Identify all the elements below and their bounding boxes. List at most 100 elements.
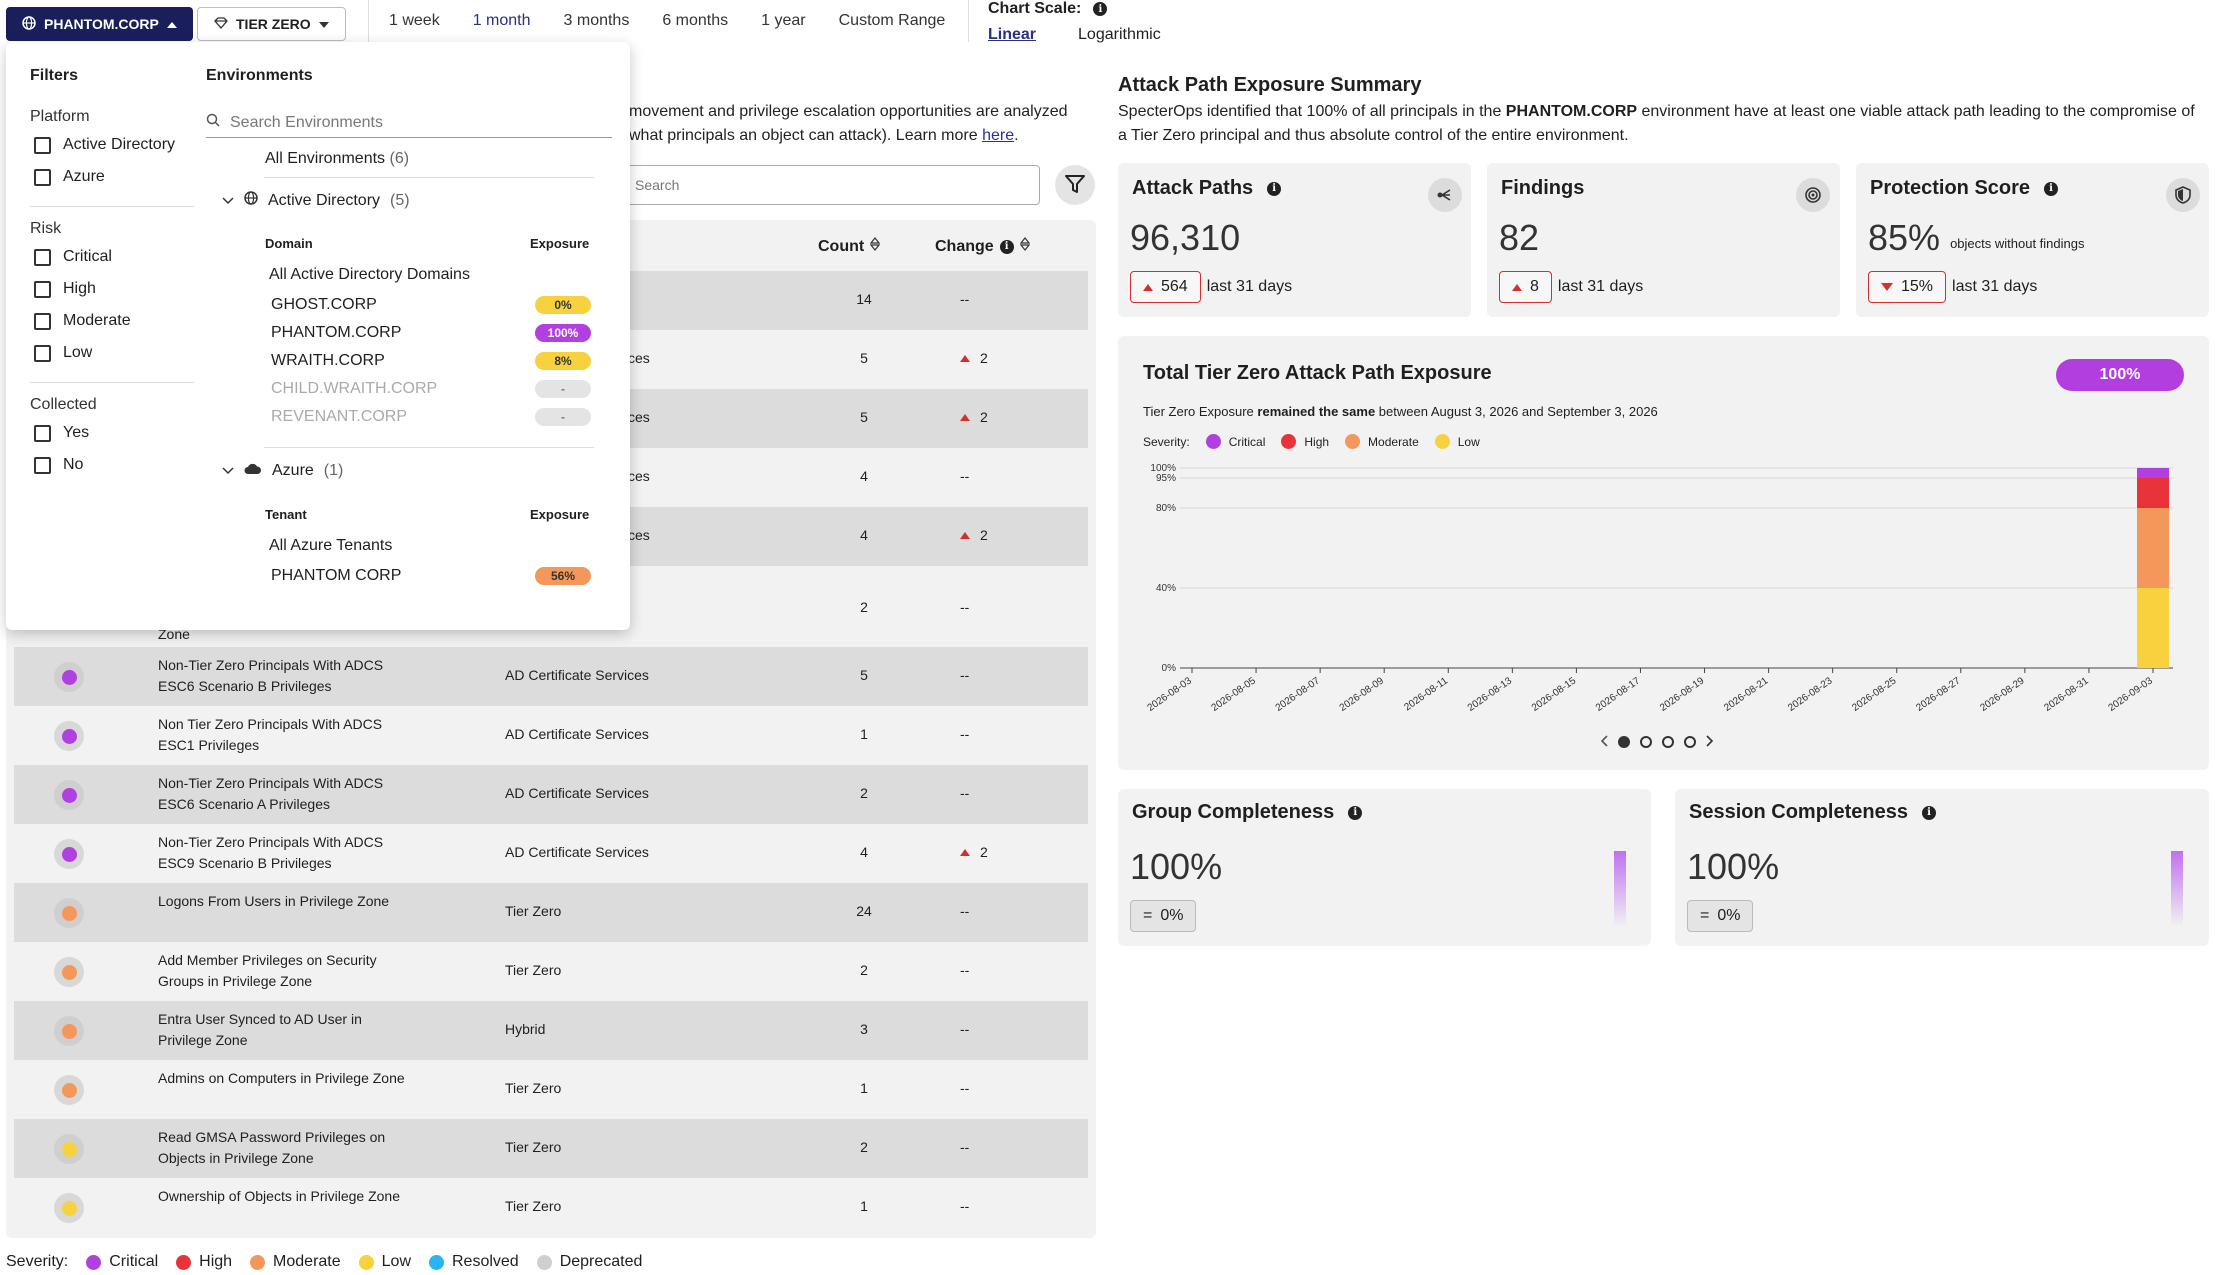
environment-selector-button[interactable]: PHANTOM.CORP (6, 7, 193, 41)
chevron-down-icon[interactable] (222, 462, 234, 480)
findings-search-input[interactable]: Search (620, 165, 1040, 205)
finding-category: AD Certificate Services (505, 726, 649, 742)
domain-option[interactable]: PHANTOM.CORP 100% (271, 324, 591, 342)
change-column-header[interactable]: Change i (935, 237, 1030, 256)
all-azure-tenants-option[interactable]: All Azure Tenants (269, 537, 393, 554)
scale-linear-option[interactable]: Linear (988, 26, 1037, 43)
y-tick-label: 100% (1150, 463, 1176, 474)
collected-yes-checkbox[interactable]: Yes (34, 424, 89, 442)
table-row[interactable]: Non Tier Zero Principals With ADCS ESC1 … (14, 706, 1088, 765)
platform-label: Platform (30, 108, 90, 125)
pager-dot[interactable] (1640, 736, 1652, 748)
chevron-down-icon[interactable] (222, 192, 234, 210)
domain-column-header: Domain (265, 236, 313, 251)
bar-segment-high (2137, 478, 2169, 508)
table-row[interactable]: Logons From Users in Privilege Zone Tier … (14, 883, 1088, 942)
chart-legend-item: Low (1457, 434, 1480, 449)
active-directory-group[interactable]: Active Directory (5) (222, 191, 410, 210)
x-tick-label: 2026-08-25 (1850, 675, 1899, 714)
range-tab-3-months[interactable]: 3 months (563, 12, 630, 29)
pager-dot[interactable] (1618, 736, 1630, 748)
x-tick-label: 2026-08-03 (1146, 675, 1195, 714)
pager-dot[interactable] (1662, 736, 1674, 748)
all-environments-option[interactable]: All Environments (6) (265, 150, 410, 167)
shield-icon (2166, 178, 2200, 212)
zone-selector-button[interactable]: TIER ZERO (197, 7, 346, 41)
findings-card: Findings 82 8 last 31 days (1487, 163, 1840, 317)
info-icon[interactable]: i (1267, 181, 1282, 196)
risk-high-checkbox[interactable]: High (34, 280, 96, 298)
finding-name: Non-Tier Zero Principals With ADCS ESC9 … (158, 834, 384, 871)
chevron-right-icon[interactable] (1706, 734, 1714, 750)
exposure-badge: 8% (535, 352, 591, 370)
finding-name: Read GMSA Password Privileges on Objects… (158, 1129, 386, 1166)
collected-no-checkbox[interactable]: No (34, 456, 83, 474)
filters-heading: Filters (30, 67, 79, 84)
learn-more-link[interactable]: here (982, 127, 1015, 144)
domain-option: CHILD.WRAITH.CORP - (271, 380, 591, 398)
finding-name: Admins on Computers in Privilege Zone (158, 1070, 405, 1086)
platform-azure-checkbox[interactable]: Azure (34, 168, 105, 186)
range-tab-custom[interactable]: Custom Range (838, 12, 946, 29)
azure-group[interactable]: Azure (1) (222, 462, 343, 480)
all-ad-domains-option[interactable]: All Active Directory Domains (269, 266, 470, 283)
range-tab-1-month[interactable]: 1 month (472, 12, 531, 29)
findings-intro-text: movement and privilege escalation opport… (629, 103, 1068, 144)
table-row[interactable]: ces 4 -- (628, 468, 970, 484)
table-row[interactable]: Non-Tier Zero Principals With ADCS ESC6 … (14, 647, 1088, 706)
exposure-percentage-pill: 100% (2056, 359, 2184, 391)
table-row[interactable]: Zone 2 -- (158, 599, 970, 642)
range-tab-1-week[interactable]: 1 week (389, 12, 440, 29)
finding-name: Add Member Privileges on Security Groups… (158, 952, 377, 989)
session-completeness-delta: = 0% (1687, 900, 1754, 932)
table-row[interactable]: Non-Tier Zero Principals With ADCS ESC9 … (14, 824, 1088, 883)
risk-critical-checkbox[interactable]: Critical (34, 248, 112, 266)
severity-legend-item: High (199, 1253, 233, 1270)
table-row[interactable]: Entra User Synced to AD User in Privileg… (14, 1001, 1088, 1060)
info-icon[interactable]: i (1093, 2, 1108, 16)
x-tick-label: 2026-08-17 (1594, 675, 1643, 714)
low-legend-dot (1434, 434, 1450, 449)
domain-option[interactable]: WRAITH.CORP 8% (271, 352, 591, 370)
attack-paths-card: Attack Paths i 96,310 564 last 31 days (1118, 163, 1471, 317)
table-row[interactable]: Add Member Privileges on Security Groups… (14, 942, 1088, 1001)
scale-logarithmic-option[interactable]: Logarithmic (1078, 26, 1161, 43)
environment-search-input[interactable]: Search Environments (206, 108, 612, 138)
info-icon[interactable]: i (999, 239, 1014, 254)
table-row[interactable]: Non-Tier Zero Principals With ADCS ESC6 … (14, 765, 1088, 824)
finding-count: 3 (860, 1021, 868, 1037)
count-column-header[interactable]: Count (818, 237, 881, 256)
tenant-option[interactable]: PHANTOM CORP 56% (271, 567, 591, 585)
critical-legend-dot (1205, 434, 1221, 449)
info-icon[interactable]: i (1921, 805, 1936, 820)
table-row[interactable]: Read GMSA Password Privileges on Objects… (14, 1119, 1088, 1178)
table-row[interactable]: Admins on Computers in Privilege Zone Tie… (14, 1060, 1088, 1119)
protection-score-subtitle: objects without findings (1950, 236, 2085, 251)
increase-arrow-icon (960, 413, 970, 421)
range-tab-6-months[interactable]: 6 months (662, 12, 729, 29)
range-tab-1-year[interactable]: 1 year (761, 12, 806, 29)
severity-indicator (54, 957, 84, 987)
platform-active-directory-checkbox[interactable]: Active Directory (34, 136, 175, 154)
risk-moderate-checkbox[interactable]: Moderate (34, 312, 131, 330)
protection-score-card: Protection Score i 85% objects without fi… (1856, 163, 2209, 317)
x-tick-label: 2026-08-07 (1274, 675, 1323, 714)
environments-heading: Environments (206, 67, 313, 84)
radar-icon (1796, 178, 1830, 212)
y-tick-label: 0% (1162, 663, 1177, 674)
finding-name: Ownership of Objects in Privilege Zone (158, 1188, 400, 1204)
chevron-left-icon[interactable] (1600, 734, 1608, 750)
group-completeness-delta: = 0% (1130, 900, 1197, 932)
info-icon[interactable]: i (2044, 181, 2059, 196)
table-row[interactable]: Ownership of Objects in Privilege Zone Ti… (14, 1178, 1088, 1237)
domain-option[interactable]: GHOST.CORP 0% (271, 296, 591, 314)
risk-low-checkbox[interactable]: Low (34, 344, 92, 362)
x-tick-label: 2026-08-15 (1530, 675, 1579, 714)
finding-count: 2 (860, 1139, 868, 1155)
increase-arrow-icon (960, 848, 970, 856)
filter-button[interactable] (1055, 165, 1095, 205)
pager-dot[interactable] (1684, 736, 1696, 748)
table-row[interactable]: ces 5 2 (628, 350, 988, 366)
environment-filter-dropdown: Filters Platform Active Directory Azure … (6, 42, 630, 630)
info-icon[interactable]: i (1348, 805, 1363, 820)
